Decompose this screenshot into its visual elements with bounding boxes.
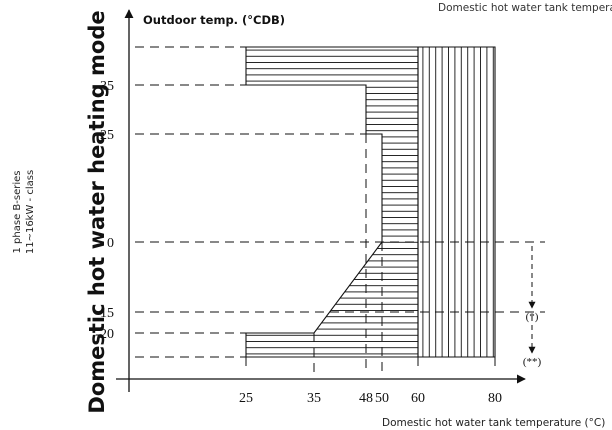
- x-tick-label-48: 48: [359, 391, 373, 406]
- x-tick-label-80: 80: [488, 391, 502, 406]
- model-line-1: 1 phase B-series: [12, 171, 23, 254]
- top-caption: Domestic hot water tank temperature (°C): [438, 2, 612, 14]
- ticks-layer: 25 35 48 50 60 80 35 25 0 -15 -20: [95, 79, 502, 406]
- x-tick-label-50: 50: [375, 391, 389, 406]
- annotation-label-2: (**): [523, 356, 542, 368]
- y-axis-title: Outdoor temp. (°CDB): [143, 13, 285, 27]
- regions-layer: [245, 46, 496, 358]
- axes-layer: [116, 9, 526, 392]
- region-vertical-hatch-2: [417, 46, 496, 358]
- region-horizontal-hatch-1: [245, 46, 419, 358]
- mode-title: Domestic hot water heating mode: [85, 10, 109, 413]
- y-tick-label-25: 25: [100, 128, 114, 143]
- x-tick-label-25: 25: [239, 391, 253, 406]
- y-tick-label-minus15: -15: [95, 306, 114, 321]
- x-axis-title: Domestic hot water tank temperature (°C): [382, 417, 605, 429]
- y-tick-label-minus20: -20: [95, 327, 114, 342]
- y-tick-label-0: 0: [107, 236, 114, 251]
- notes-layer: (*)(**): [523, 246, 542, 368]
- guides-layer: [135, 46, 545, 372]
- model-line-2: 11~16kW - class: [25, 170, 36, 254]
- y-tick-label-35: 35: [100, 79, 114, 94]
- x-tick-label-35: 35: [307, 391, 321, 406]
- x-tick-label-60: 60: [411, 391, 425, 406]
